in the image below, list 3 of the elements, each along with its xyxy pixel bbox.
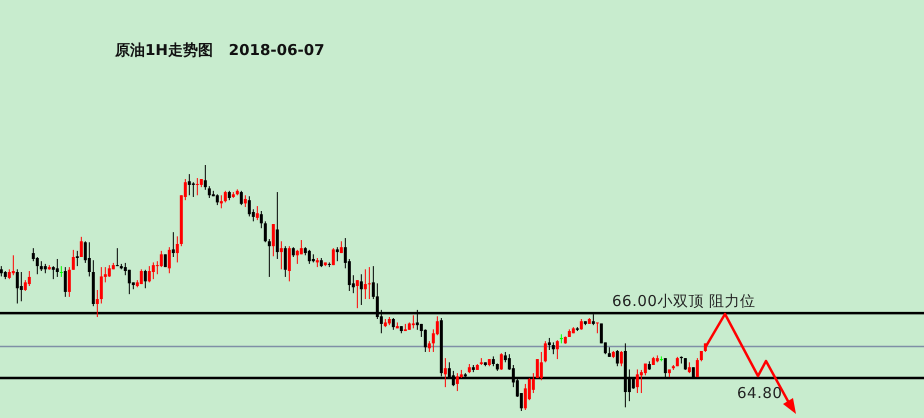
- annotation: 66.00小双顶 阻力位: [612, 292, 756, 310]
- text: 64.80: [737, 384, 782, 402]
- chart-title: 原油1H走势图 2018-06-07: [114, 41, 325, 59]
